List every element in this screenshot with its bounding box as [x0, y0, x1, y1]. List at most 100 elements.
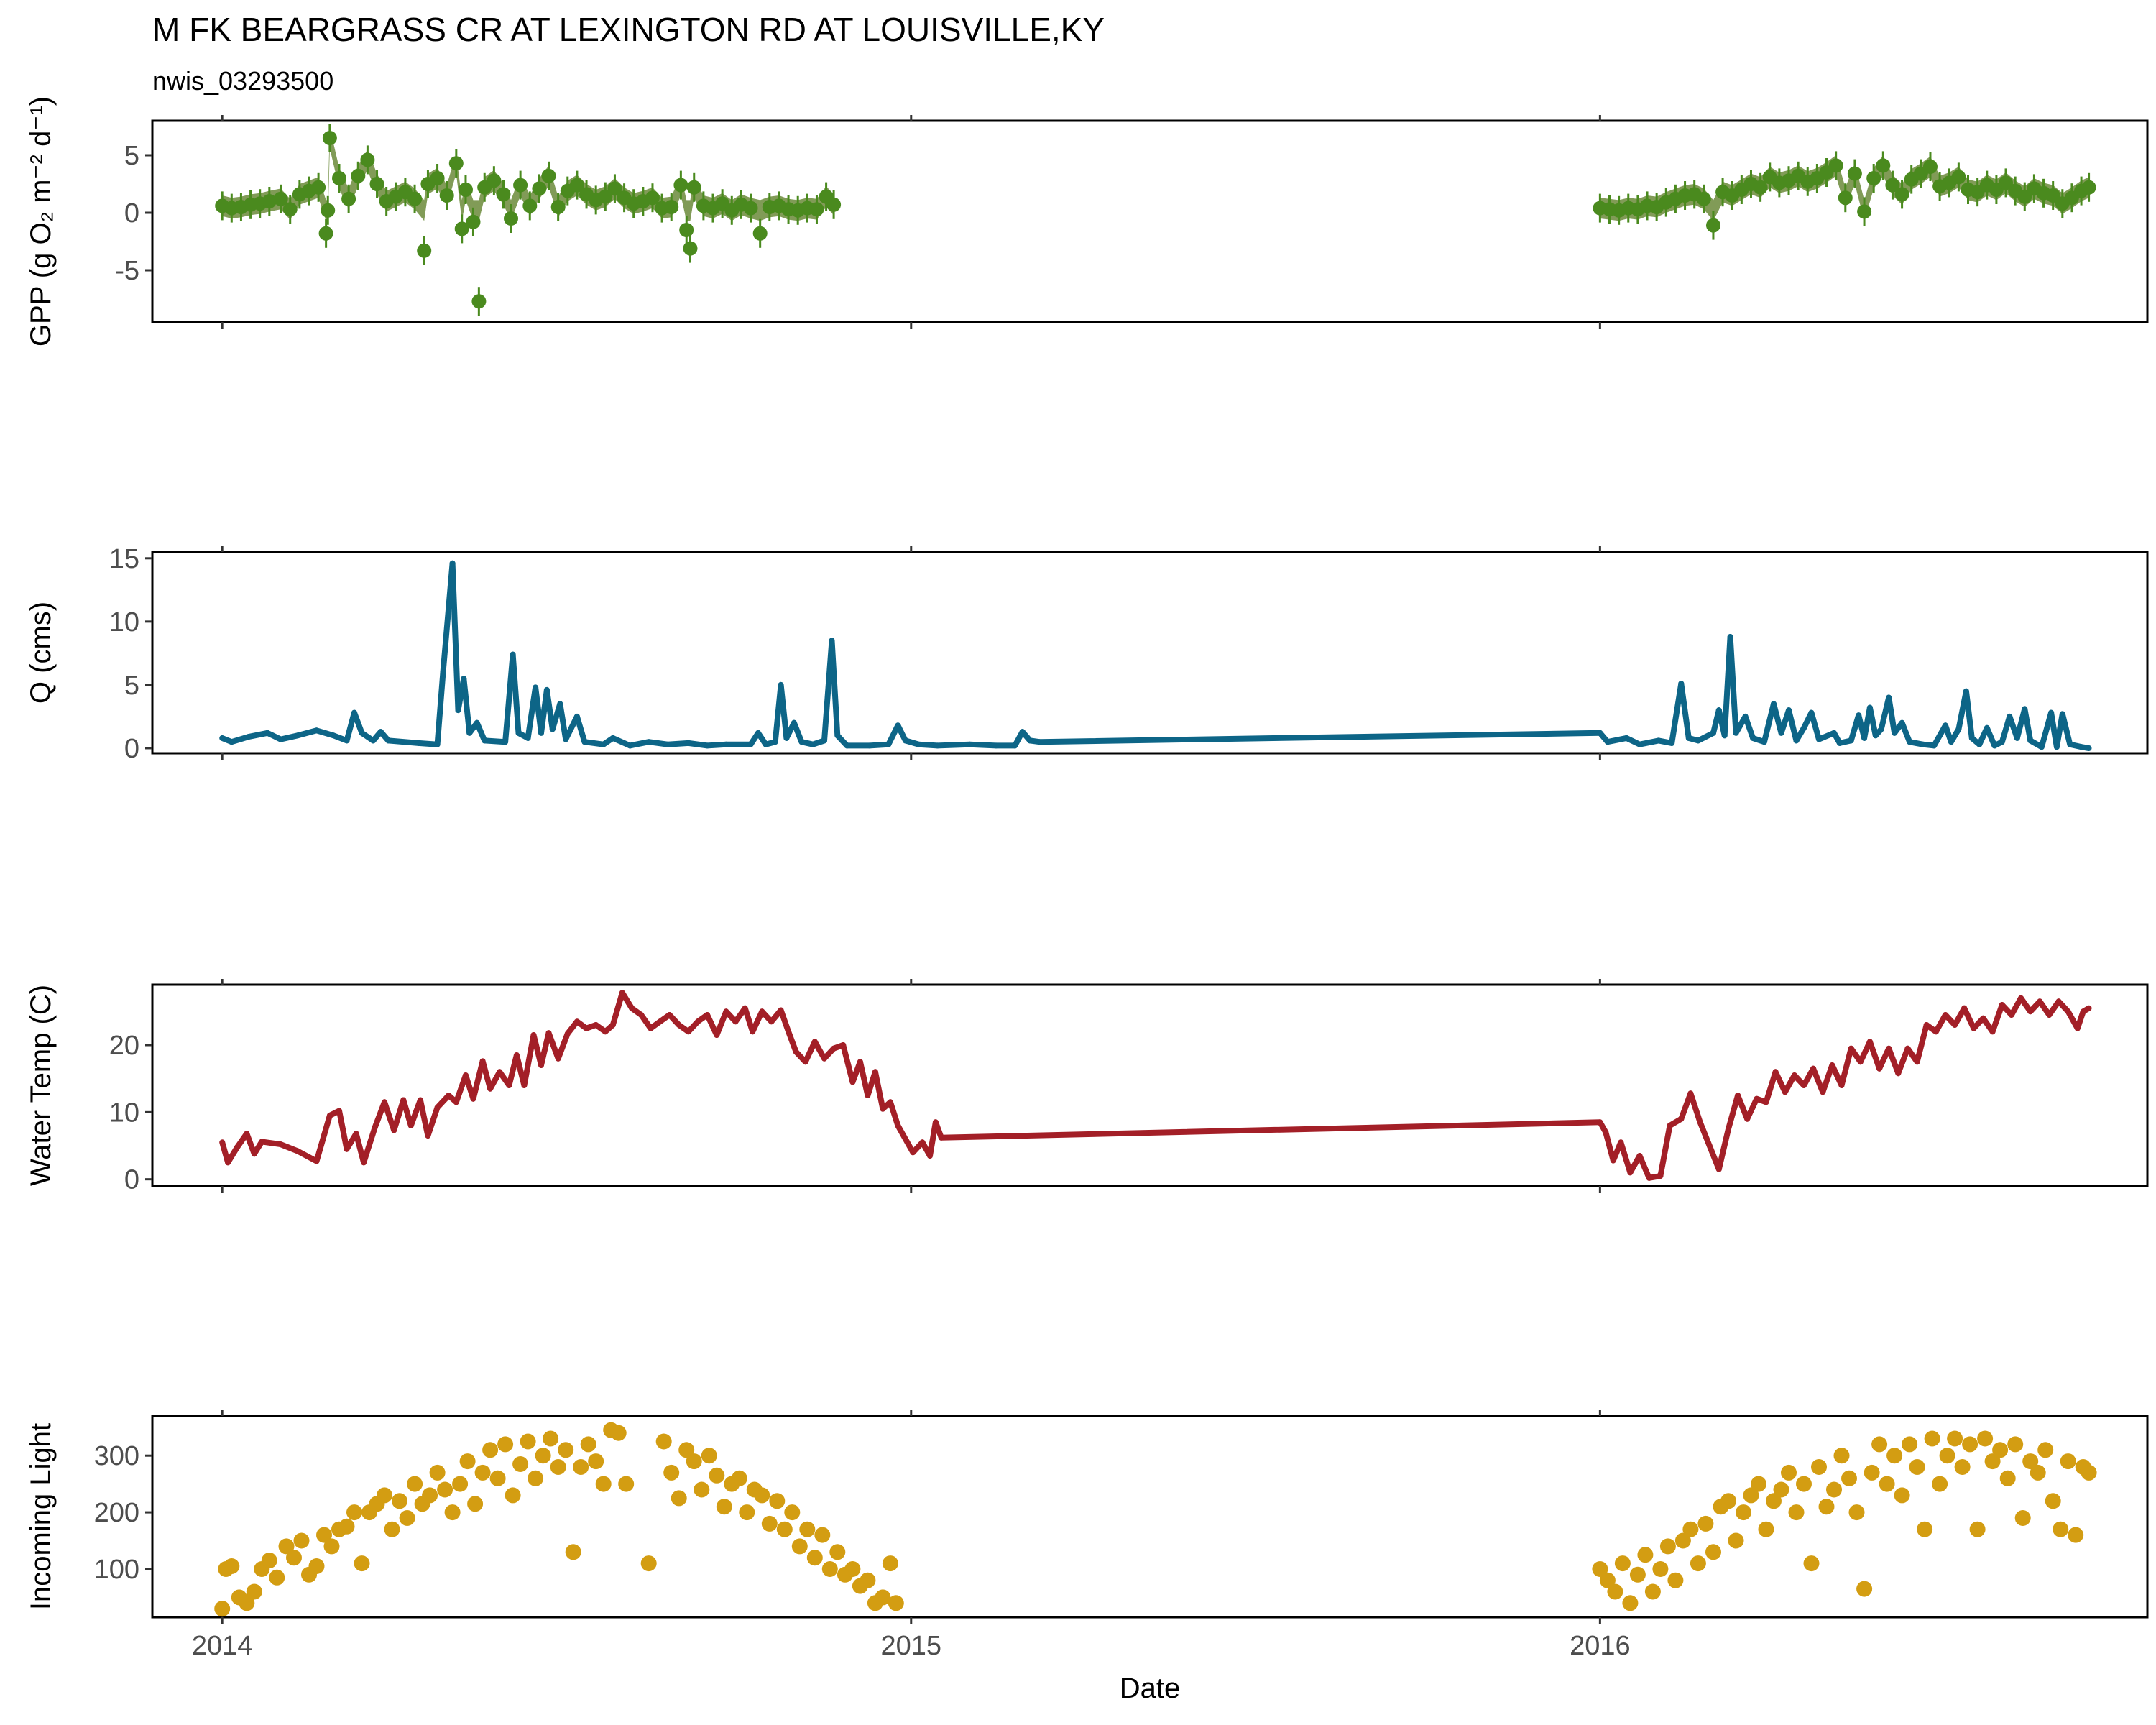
series-line-segment — [1886, 1045, 1902, 1077]
light-point — [739, 1504, 755, 1521]
gpp-point — [664, 200, 679, 214]
light-point — [1607, 1583, 1623, 1600]
y-tick-label: 15 — [109, 544, 139, 574]
gpp-point — [569, 178, 584, 193]
x-tick-label: 2016 — [1570, 1631, 1631, 1661]
y-tick-label: 5 — [124, 141, 139, 171]
light-point — [497, 1436, 514, 1453]
series-line-segment — [295, 727, 320, 739]
series-line-segment — [449, 560, 461, 714]
gpp-point — [1876, 158, 1891, 173]
y-tick-label: 100 — [94, 1555, 139, 1585]
series-line-segment — [665, 740, 691, 748]
light-point — [701, 1448, 717, 1464]
light-point — [1894, 1487, 1910, 1504]
series-line-segment — [867, 741, 892, 749]
light-point — [377, 1487, 392, 1504]
y-tick-label: -5 — [115, 256, 139, 286]
light-point — [860, 1572, 876, 1588]
gpp-point — [487, 173, 502, 188]
light-point — [663, 1464, 680, 1481]
light-point — [814, 1527, 831, 1543]
series-line-segment — [1963, 688, 1975, 741]
light-point — [1977, 1430, 1994, 1447]
gpp-point — [282, 202, 298, 217]
light-point — [261, 1552, 277, 1569]
series-line-segment — [2008, 995, 2024, 1018]
series-line-segment — [1761, 701, 1777, 745]
gpp-point — [321, 203, 336, 218]
light-point — [1667, 1572, 1684, 1588]
series-line-segment — [1895, 1045, 1911, 1077]
panel-2: 20 10 0 Water Temp (C) — [25, 979, 2149, 1195]
series-line-segment — [385, 737, 422, 746]
plot-area-border — [151, 983, 2149, 1187]
panel-1: 15 10 5 0 Q (cms) — [25, 544, 2149, 764]
series-line-segment — [1984, 724, 1998, 749]
gpp-point — [471, 294, 487, 309]
light-point — [1743, 1487, 1759, 1504]
series-line-segment — [1744, 1095, 1760, 1122]
light-point — [1871, 1436, 1888, 1453]
series-line-segment — [557, 701, 569, 742]
series-line-segment — [1786, 707, 1800, 744]
series-line-segment — [474, 719, 488, 744]
light-point — [716, 1499, 732, 1515]
series-line-segment — [872, 1069, 886, 1112]
gpp-point — [1847, 166, 1862, 181]
series-line-segment — [313, 1113, 333, 1164]
gpp-point — [1866, 171, 1881, 185]
plot-area-border — [151, 119, 2149, 323]
light-point — [1999, 1470, 2016, 1486]
light-point — [1954, 1459, 1971, 1475]
light-point — [1705, 1544, 1721, 1560]
gpp-point — [809, 202, 824, 217]
light-point — [1811, 1459, 1827, 1475]
series-line-segment — [573, 713, 588, 745]
chart-title: M FK BEARGRASS CR AT LEXINGTON RD AT LOU… — [152, 11, 1105, 48]
light-point — [1644, 1583, 1661, 1600]
series-line-segment — [934, 741, 973, 749]
y-axis-title: Water Temp (C) — [25, 985, 57, 1186]
light-point — [731, 1470, 747, 1486]
light-point — [1856, 1581, 1873, 1597]
gpp-point — [454, 221, 469, 236]
gpp-point — [598, 189, 613, 204]
light-point — [882, 1555, 898, 1572]
gpp-point — [311, 180, 326, 195]
series-line-segment — [916, 741, 941, 749]
light-point — [346, 1504, 362, 1521]
gpp-point — [1706, 218, 1720, 233]
gpp-point — [459, 183, 473, 197]
light-point — [407, 1476, 423, 1492]
light-point — [1758, 1521, 1774, 1537]
series-line-segment — [1726, 1092, 1741, 1132]
series-line-segment — [581, 739, 607, 748]
series-line-segment — [351, 709, 365, 736]
gpp-point — [607, 181, 622, 196]
light-point — [588, 1453, 604, 1470]
light-point — [452, 1476, 469, 1492]
gpp-point — [332, 171, 346, 185]
series-line-segment — [1838, 1045, 1854, 1088]
series-line-segment — [1636, 737, 1662, 748]
series-line-segment — [482, 737, 509, 745]
series-line-segment — [336, 1108, 350, 1152]
series-line-segment — [1782, 1072, 1797, 1095]
light-point — [1962, 1436, 1978, 1453]
light-point — [1826, 1481, 1842, 1498]
series-line-segment — [295, 1148, 320, 1164]
series-line-segment — [609, 735, 633, 749]
gpp-point — [752, 226, 768, 241]
y-tick-label: 0 — [124, 734, 139, 764]
light-point — [1924, 1430, 1940, 1447]
gpp-point — [826, 197, 842, 212]
light-point — [2022, 1453, 2039, 1470]
gpp-point — [1923, 160, 1938, 174]
light-point — [709, 1467, 725, 1484]
light-point — [2053, 1521, 2069, 1537]
series-line-segment — [391, 1097, 407, 1133]
light-point — [246, 1583, 262, 1600]
series-line-segment — [538, 1030, 552, 1068]
light-point — [278, 1538, 295, 1555]
